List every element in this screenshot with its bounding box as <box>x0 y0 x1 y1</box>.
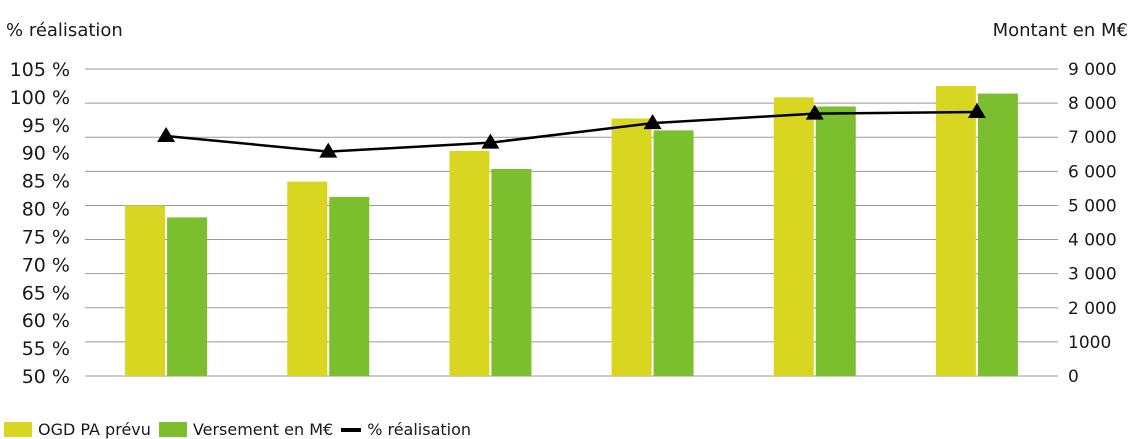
left-tick-label-0: 50 % <box>22 366 70 388</box>
legend-item-realisation: % réalisation <box>341 420 471 439</box>
left-tick-label-11: 105 % <box>10 59 70 81</box>
right-tick-label-9: 9 000 <box>1068 60 1117 80</box>
legend-label-realisation: % réalisation <box>367 420 472 439</box>
right-axis-title: Montant en M€ <box>993 20 1128 41</box>
legend-swatch-versement <box>158 422 187 437</box>
right-tick-label-0: 0 <box>1068 367 1079 387</box>
bar-series1-2 <box>491 168 532 376</box>
left-tick-label-8: 90 % <box>22 143 70 165</box>
legend-label-ogd: OGD PA prévu <box>38 420 151 439</box>
legend-swatch-realisation <box>341 427 362 432</box>
left-tick-label-3: 65 % <box>22 282 70 304</box>
right-tick-label-2: 2 000 <box>1068 299 1117 319</box>
realisation-point-2 <box>481 133 500 149</box>
bar-series0-4 <box>773 97 814 376</box>
left-tick-label-4: 70 % <box>22 254 70 276</box>
left-tick-label-10: 100 % <box>10 87 70 109</box>
left-axis-title: % réalisation <box>6 20 123 41</box>
right-tick-label-3: 3 000 <box>1068 265 1117 285</box>
realisation-point-0 <box>157 126 176 142</box>
realisation-point-5 <box>967 102 986 118</box>
left-tick-label-6: 80 % <box>22 199 70 221</box>
legend-label-versement: Versement en M€ <box>192 420 334 439</box>
legend-item-ogd: OGD PA prévu <box>4 420 151 439</box>
bar-series0-5 <box>935 86 976 377</box>
legend-item-versement: Versement en M€ <box>158 420 334 439</box>
right-tick-label-7: 7 000 <box>1068 128 1117 148</box>
right-tick-label-8: 8 000 <box>1068 94 1117 114</box>
legend: OGD PA prévu Versement en M€ % réalisati… <box>4 420 479 439</box>
left-tick-label-2: 60 % <box>22 310 70 332</box>
realisation-point-4 <box>805 104 824 120</box>
bar-series0-0 <box>125 205 166 376</box>
left-tick-label-7: 85 % <box>22 171 70 193</box>
left-tick-label-5: 75 % <box>22 226 70 248</box>
chart: % réalisation Montant en M€ 50 % 55 % 60 %… <box>6 20 1128 388</box>
left-tick-label-9: 95 % <box>22 115 70 137</box>
realisation-point-3 <box>643 114 662 130</box>
bar-series0-1 <box>287 181 328 376</box>
left-axis-ticks: 50 % 55 % 60 % 65 % 70 % 75 % 80 % 85 % 90 % 95 %… <box>10 59 70 388</box>
bar-series1-4 <box>815 106 856 377</box>
realisation-line-path <box>165 110 977 153</box>
bar-series1-3 <box>653 130 694 376</box>
bar-series1-5 <box>977 93 1018 376</box>
bar-series1-0 <box>167 217 208 376</box>
right-axis-ticks: 0 1000 2 000 3 000 4 000 5 000 6 000 7 000 8 000… <box>1068 60 1117 387</box>
right-tick-label-4: 4 000 <box>1068 231 1117 251</box>
legend-swatch-ogd <box>4 422 32 437</box>
right-tick-label-6: 6 000 <box>1068 162 1117 182</box>
right-tick-label-1: 1000 <box>1068 333 1111 353</box>
right-tick-label-5: 5 000 <box>1068 196 1117 216</box>
bars <box>125 86 1018 377</box>
realisation-line <box>157 102 986 158</box>
bar-series0-3 <box>611 118 652 376</box>
realisation-point-1 <box>319 142 338 158</box>
left-tick-label-1: 55 % <box>22 338 70 360</box>
gridlines <box>85 68 1058 377</box>
bar-series1-1 <box>329 196 370 376</box>
bar-series0-2 <box>449 150 490 376</box>
